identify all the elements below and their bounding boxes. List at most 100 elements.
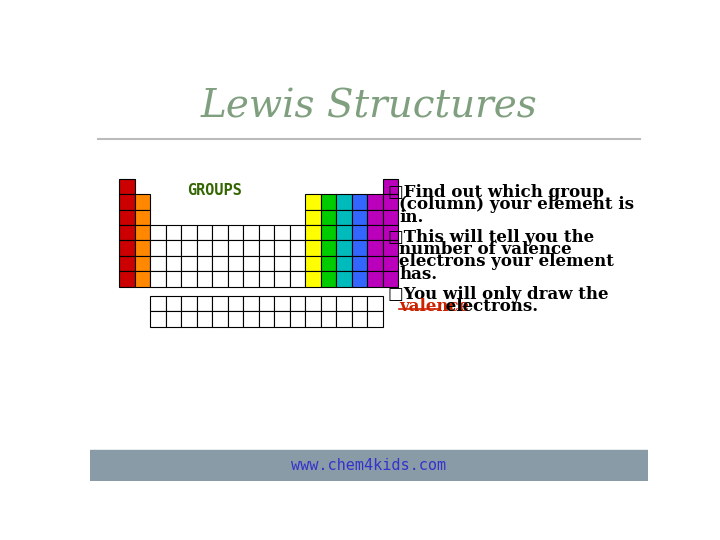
- Bar: [259, 225, 274, 240]
- Text: electrons your element: electrons your element: [399, 253, 614, 271]
- Bar: [259, 296, 274, 311]
- Bar: [150, 256, 166, 271]
- Text: has.: has.: [399, 266, 437, 283]
- Bar: [243, 271, 259, 287]
- Bar: [181, 256, 197, 271]
- Bar: [243, 311, 259, 327]
- Bar: [352, 296, 367, 311]
- Text: number of valence: number of valence: [399, 241, 572, 258]
- Bar: [228, 256, 243, 271]
- Bar: [274, 271, 290, 287]
- Bar: [352, 311, 367, 327]
- Bar: [352, 240, 367, 256]
- Bar: [290, 240, 305, 256]
- Bar: [383, 225, 398, 240]
- Bar: [352, 225, 367, 240]
- Bar: [321, 210, 336, 225]
- Bar: [383, 271, 398, 287]
- Bar: [243, 225, 259, 240]
- Bar: [197, 271, 212, 287]
- Bar: [259, 256, 274, 271]
- Bar: [383, 240, 398, 256]
- Bar: [150, 225, 166, 240]
- Bar: [181, 296, 197, 311]
- Bar: [150, 311, 166, 327]
- Bar: [383, 179, 398, 194]
- Bar: [166, 256, 181, 271]
- Bar: [212, 225, 228, 240]
- Bar: [321, 194, 336, 210]
- Bar: [321, 256, 336, 271]
- Bar: [243, 240, 259, 256]
- Text: GROUPS: GROUPS: [186, 183, 241, 198]
- Bar: [305, 296, 321, 311]
- Bar: [135, 240, 150, 256]
- Bar: [135, 210, 150, 225]
- Bar: [166, 311, 181, 327]
- Bar: [321, 271, 336, 287]
- Bar: [135, 256, 150, 271]
- Bar: [212, 311, 228, 327]
- Bar: [274, 256, 290, 271]
- Bar: [181, 240, 197, 256]
- Bar: [367, 311, 383, 327]
- Bar: [367, 210, 383, 225]
- Bar: [305, 225, 321, 240]
- Bar: [305, 194, 321, 210]
- Bar: [166, 225, 181, 240]
- Bar: [120, 240, 135, 256]
- Bar: [197, 240, 212, 256]
- Bar: [90, 450, 648, 481]
- Bar: [228, 225, 243, 240]
- Bar: [212, 256, 228, 271]
- Bar: [197, 311, 212, 327]
- Bar: [336, 311, 352, 327]
- Bar: [367, 256, 383, 271]
- Text: valence: valence: [399, 298, 469, 315]
- Bar: [290, 271, 305, 287]
- Bar: [305, 271, 321, 287]
- Bar: [181, 225, 197, 240]
- Bar: [290, 311, 305, 327]
- Bar: [150, 240, 166, 256]
- Bar: [243, 256, 259, 271]
- Bar: [305, 311, 321, 327]
- Bar: [120, 271, 135, 287]
- Bar: [383, 194, 398, 210]
- Bar: [367, 296, 383, 311]
- Bar: [181, 271, 197, 287]
- Bar: [367, 271, 383, 287]
- Bar: [336, 210, 352, 225]
- Bar: [352, 210, 367, 225]
- Bar: [290, 256, 305, 271]
- Bar: [336, 256, 352, 271]
- Bar: [120, 210, 135, 225]
- Bar: [274, 240, 290, 256]
- Bar: [135, 225, 150, 240]
- Bar: [367, 225, 383, 240]
- Text: □You will only draw the: □You will only draw the: [388, 286, 609, 303]
- Bar: [259, 311, 274, 327]
- Bar: [150, 271, 166, 287]
- Bar: [367, 194, 383, 210]
- Text: (column) your element is: (column) your element is: [399, 197, 634, 213]
- Bar: [305, 256, 321, 271]
- Bar: [120, 194, 135, 210]
- Bar: [197, 296, 212, 311]
- Bar: [336, 194, 352, 210]
- Bar: [336, 225, 352, 240]
- Bar: [274, 225, 290, 240]
- Bar: [228, 271, 243, 287]
- Bar: [228, 311, 243, 327]
- Bar: [305, 210, 321, 225]
- Bar: [383, 256, 398, 271]
- Bar: [259, 271, 274, 287]
- Bar: [321, 240, 336, 256]
- Bar: [228, 296, 243, 311]
- Bar: [352, 271, 367, 287]
- Bar: [228, 240, 243, 256]
- Text: □Find out which group: □Find out which group: [388, 184, 604, 201]
- Bar: [290, 225, 305, 240]
- Bar: [120, 179, 135, 194]
- Bar: [383, 210, 398, 225]
